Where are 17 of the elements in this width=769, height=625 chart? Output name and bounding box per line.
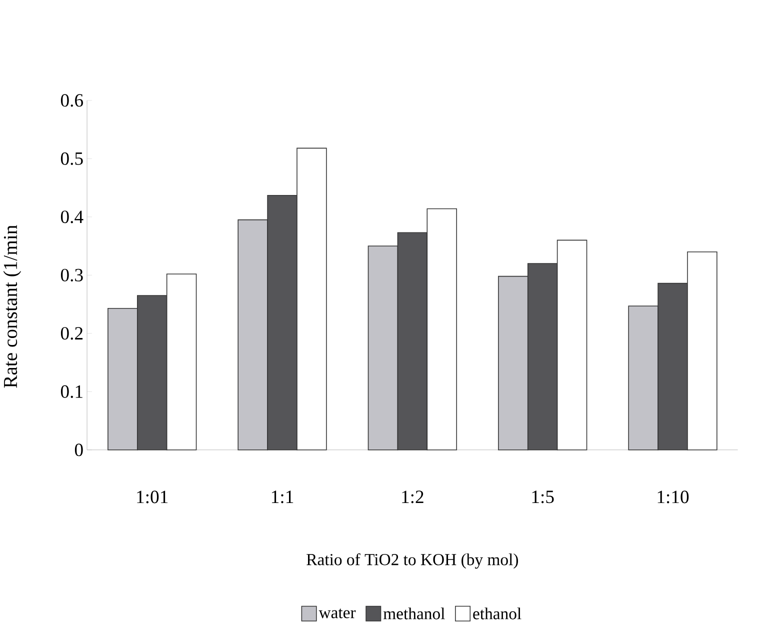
x-axis-title: Ratio of TiO2 to KOH (by mol) <box>306 554 518 569</box>
legend-label: ethanol <box>473 608 522 620</box>
y-tick-label: 0.6 <box>60 94 83 107</box>
x-tick-label: 1:1 <box>272 490 294 504</box>
x-tick-label: 1:5 <box>532 490 554 504</box>
y-tick-label: 0.2 <box>60 327 83 340</box>
y-tick-label: 0 <box>74 444 83 456</box>
y-tick-label: 0.4 <box>60 210 84 224</box>
y-tick-label: 0.5 <box>60 152 83 166</box>
y-axis-title: Rate constant (1/min <box>3 225 22 388</box>
y-tick-label: 0.3 <box>60 269 83 282</box>
legend-label: methanol <box>383 608 445 620</box>
x-tick-label: 1:01 <box>137 490 168 504</box>
y-tick-label: 0.1 <box>60 386 82 398</box>
x-tick-label: 1:10 <box>658 490 689 504</box>
legend-label: water <box>318 608 356 618</box>
x-tick-label: 1:2 <box>402 490 424 504</box>
